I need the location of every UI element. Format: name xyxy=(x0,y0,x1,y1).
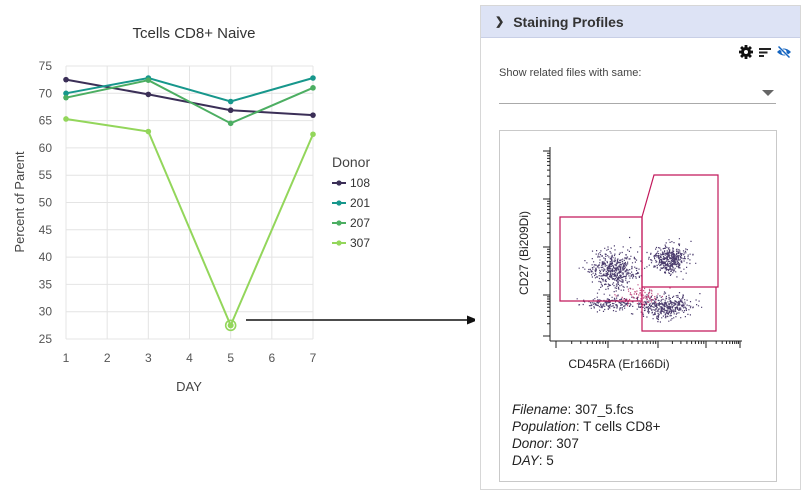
flow-scatter-plot: CD45RA (Er166Di) CD27 (Bi209Di) xyxy=(517,147,742,371)
population-value: T cells CD8+ xyxy=(583,419,661,434)
y-axis: 25 30 35 40 45 50 55 60 65 70 75 xyxy=(39,59,53,346)
sort-icon[interactable] xyxy=(757,44,773,60)
staining-profile-card[interactable]: CD45RA (Er166Di) CD27 (Bi209Di) Filename… xyxy=(499,130,777,482)
data-point-207[interactable] xyxy=(310,85,316,91)
series-line-207 xyxy=(65,79,314,125)
data-point-207[interactable] xyxy=(227,120,234,127)
x-tick-label: 6 xyxy=(268,351,275,365)
data-point-108[interactable] xyxy=(145,91,152,98)
x-tick-label: 5 xyxy=(227,351,234,365)
legend-marker-307 xyxy=(336,240,342,246)
data-point-307[interactable] xyxy=(145,128,152,135)
eye-off-icon[interactable] xyxy=(776,44,792,60)
chevron-down-icon[interactable]: ❯ xyxy=(495,16,505,28)
chart-title: Tcells CD8+ Naive xyxy=(133,25,256,42)
filename-row: Filename: 307_5.fcs xyxy=(512,402,634,417)
donor-row: Donor: 307 xyxy=(512,436,579,451)
file-metadata: Filename: 307_5.fcs Population: T cells … xyxy=(512,401,660,469)
day-value: 5 xyxy=(546,453,554,468)
legend-label-108[interactable]: 108 xyxy=(350,176,370,190)
legend-marker-201 xyxy=(336,200,342,206)
x-axis-label: DAY xyxy=(176,379,202,394)
population-row: Population: T cells CD8+ xyxy=(512,419,661,434)
y-tick-label: 45 xyxy=(39,223,53,237)
y-tick-label: 65 xyxy=(39,114,53,128)
legend: Donor 108 201 207 307 xyxy=(332,154,370,250)
legend-label-201[interactable]: 201 xyxy=(350,196,370,210)
x-axis: 1 2 3 4 5 6 7 xyxy=(63,351,317,365)
scatter-x-label: CD45RA (Er166Di) xyxy=(568,357,669,371)
legend-title: Donor xyxy=(332,154,370,170)
gate-cd27-pos-cd45ra-pos[interactable] xyxy=(641,174,719,288)
scatter-ticks xyxy=(543,150,741,348)
legend-marker-207 xyxy=(336,220,342,226)
data-point-307[interactable] xyxy=(310,131,316,138)
x-tick-label: 3 xyxy=(145,351,152,365)
y-tick-label: 70 xyxy=(39,86,53,100)
data-point-108[interactable] xyxy=(227,107,234,114)
x-tick-label: 2 xyxy=(104,351,111,365)
y-tick-label: 30 xyxy=(39,305,53,319)
scatter-y-label: CD27 (Bi209Di) xyxy=(517,211,531,295)
data-point-108[interactable] xyxy=(63,76,69,83)
y-axis-label: Percent of Parent xyxy=(12,151,27,253)
y-tick-label: 40 xyxy=(39,250,53,264)
related-files-label: Show related files with same: xyxy=(499,67,642,79)
donor-value: 307 xyxy=(556,436,579,451)
panel-header[interactable]: ❯ Staining Profiles xyxy=(481,6,800,38)
chart-grid xyxy=(65,65,314,340)
data-point-108[interactable] xyxy=(310,112,316,118)
y-tick-label: 60 xyxy=(39,141,53,155)
data-point-201[interactable] xyxy=(227,98,234,105)
y-tick-label: 55 xyxy=(39,168,53,182)
data-point-207[interactable] xyxy=(145,77,152,83)
panel-toolbar xyxy=(738,44,792,60)
legend-label-207[interactable]: 207 xyxy=(350,216,370,230)
x-tick-label: 4 xyxy=(186,351,193,365)
day-row: DAY: 5 xyxy=(512,453,554,468)
highlighted-point[interactable] xyxy=(227,322,234,329)
legend-label-307[interactable]: 307 xyxy=(350,236,370,250)
x-tick-label: 7 xyxy=(310,351,317,365)
panel-title: Staining Profiles xyxy=(513,13,624,30)
filename-value: 307_5.fcs xyxy=(575,402,634,417)
scatter-dots xyxy=(576,236,703,323)
legend-marker-108 xyxy=(336,180,342,186)
data-point-201[interactable] xyxy=(310,75,316,81)
gate-cd27-neg-cd45ra-pos[interactable] xyxy=(641,287,717,332)
series-line-307 xyxy=(65,117,314,328)
data-point-307[interactable] xyxy=(63,116,69,122)
x-tick-label: 1 xyxy=(63,351,70,365)
link-arrow xyxy=(246,315,475,325)
related-files-select[interactable] xyxy=(499,82,776,104)
staining-profiles-panel: ❯ Staining Profiles xyxy=(480,5,801,490)
data-point-207[interactable] xyxy=(63,94,69,101)
y-tick-label: 50 xyxy=(39,196,53,210)
y-tick-label: 35 xyxy=(39,277,53,291)
event-dots xyxy=(576,236,703,323)
y-tick-label: 25 xyxy=(39,332,53,346)
data-point-201[interactable] xyxy=(63,90,69,97)
scatter-axes xyxy=(543,147,742,348)
gates xyxy=(559,174,719,332)
series-line-201 xyxy=(65,76,314,103)
highlighted-point-ring[interactable] xyxy=(224,319,237,332)
series-layer xyxy=(63,75,316,332)
y-tick-label: 75 xyxy=(39,59,53,73)
dropdown-caret-icon[interactable] xyxy=(762,90,774,96)
gear-icon[interactable] xyxy=(738,44,754,60)
